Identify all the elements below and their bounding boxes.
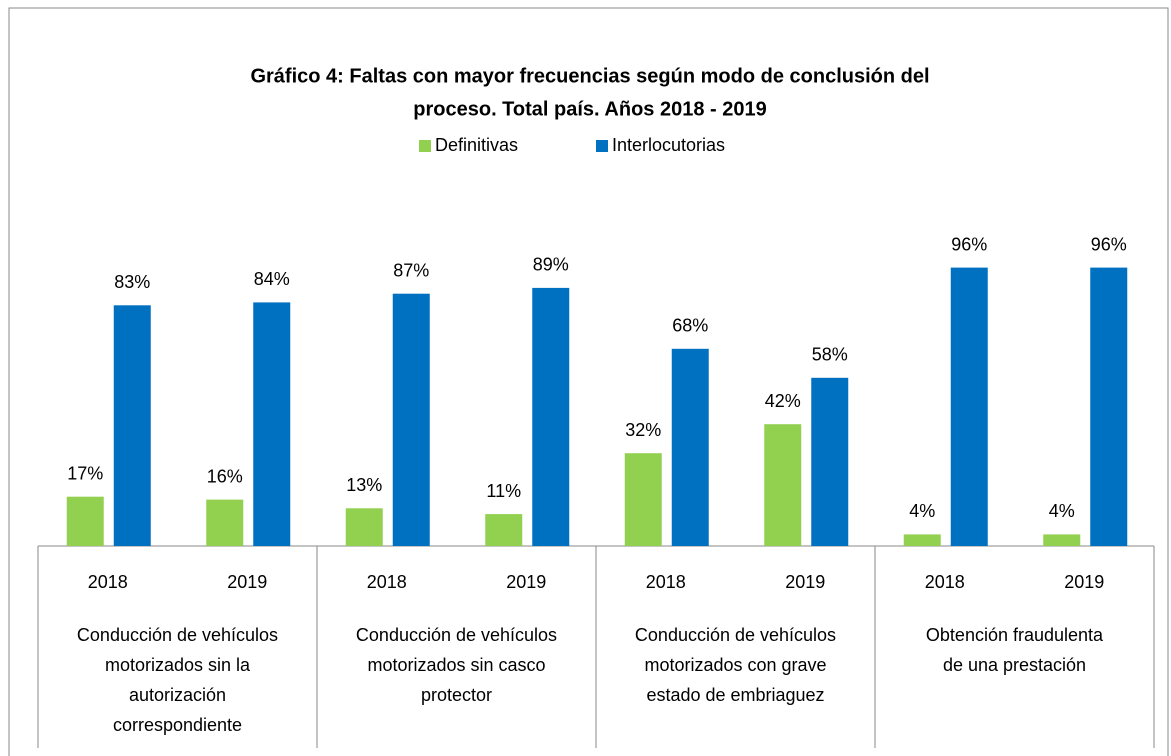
chart-title: proceso. Total país. Años 2018 - 2019 <box>413 98 766 120</box>
legend-label: Interlocutorias <box>612 135 725 155</box>
bar <box>113 305 151 546</box>
data-label: 84% <box>254 269 290 289</box>
group-label: de una prestación <box>943 655 1086 675</box>
x-tick-label: 2019 <box>1064 572 1104 592</box>
group-label: protector <box>421 685 492 705</box>
data-label: 96% <box>1091 234 1127 254</box>
x-tick-label: 2018 <box>925 572 965 592</box>
bar <box>811 377 849 546</box>
group-label: Conducción de vehículos <box>77 625 278 645</box>
data-label: 16% <box>207 466 243 486</box>
group-label: motorizados sin casco <box>367 655 545 675</box>
data-label: 17% <box>67 463 103 483</box>
bar <box>1090 267 1128 546</box>
data-label: 42% <box>765 391 801 411</box>
bar <box>206 499 244 546</box>
bar <box>532 287 570 546</box>
chart-title: Gráfico 4: Faltas con mayor frecuencias … <box>250 65 929 87</box>
data-label: 11% <box>486 481 521 501</box>
group-label: motorizados con grave <box>644 655 826 675</box>
group-label: autorización <box>129 685 226 705</box>
bar <box>671 348 709 546</box>
x-tick-label: 2018 <box>88 572 128 592</box>
data-label: 13% <box>346 475 382 495</box>
group-label: motorizados sin la <box>105 655 251 675</box>
data-label: 4% <box>1049 501 1075 521</box>
bar <box>903 534 941 546</box>
bar <box>392 293 430 546</box>
bar <box>345 508 383 546</box>
data-label: 32% <box>625 420 661 440</box>
bar <box>1043 534 1081 546</box>
group-label: estado de embriaguez <box>646 685 824 705</box>
x-tick-label: 2019 <box>785 572 825 592</box>
data-label: 68% <box>672 316 708 336</box>
legend-swatch <box>596 140 608 152</box>
data-label: 87% <box>393 260 429 280</box>
data-label: 83% <box>114 272 150 292</box>
x-tick-label: 2018 <box>367 572 407 592</box>
data-label: 89% <box>533 255 569 275</box>
bar <box>253 302 291 546</box>
bar <box>66 496 104 546</box>
data-label: 4% <box>909 501 935 521</box>
bar <box>485 514 523 546</box>
legend-label: Definitivas <box>435 135 518 155</box>
x-tick-label: 2019 <box>506 572 546 592</box>
group-label: Obtención fraudulenta <box>926 625 1104 645</box>
data-label: 58% <box>812 345 848 365</box>
group-label: Conducción de vehículos <box>356 625 557 645</box>
legend-swatch <box>419 140 431 152</box>
bar <box>624 453 662 546</box>
bar <box>950 267 988 546</box>
x-tick-label: 2019 <box>227 572 267 592</box>
group-label: correspondiente <box>113 715 242 735</box>
x-tick-label: 2018 <box>646 572 686 592</box>
bar <box>764 424 802 546</box>
data-label: 96% <box>951 234 987 254</box>
group-label: Conducción de vehículos <box>635 625 836 645</box>
